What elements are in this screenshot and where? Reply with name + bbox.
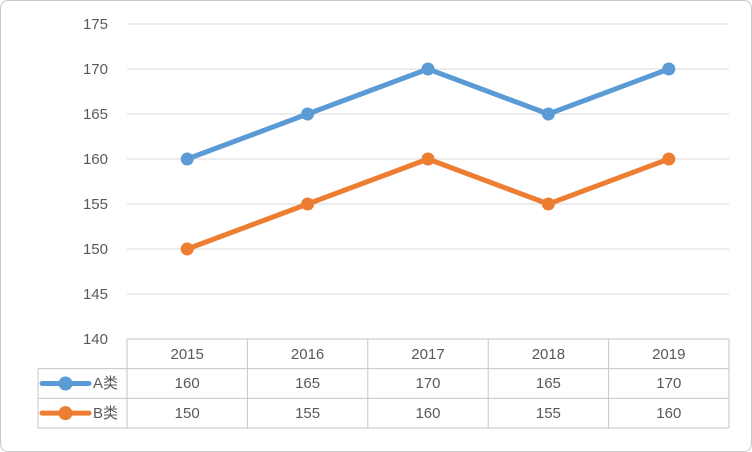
y-axis-tick-label: 175 <box>82 15 108 33</box>
legend-key-marker-B类 <box>58 406 73 421</box>
legend-series-name: B类 <box>93 404 119 422</box>
table-header-cell: 2018 <box>531 346 566 364</box>
table-header-cell: 2016 <box>290 346 325 364</box>
table-value-cell: 160 <box>174 375 200 392</box>
data-point-marker-B类 <box>180 242 194 256</box>
y-axis-tick-label: 140 <box>82 330 108 348</box>
y-axis-tick-label: 170 <box>82 60 108 78</box>
table-value-cell: 155 <box>295 404 321 422</box>
legend-key-marker-A类 <box>58 376 73 391</box>
data-point-marker-B类 <box>541 197 555 211</box>
table-value-cell: 160 <box>656 404 682 422</box>
table-value-cell: 155 <box>535 404 561 422</box>
table-header-cell: 2017 <box>411 346 445 364</box>
y-axis-tick-label: 150 <box>82 240 108 258</box>
data-point-marker-A类 <box>662 62 676 76</box>
table-value-cell: 150 <box>174 404 200 422</box>
data-point-marker-A类 <box>301 107 315 121</box>
legend-series-name: A类 <box>93 375 119 392</box>
data-point-marker-A类 <box>421 62 435 76</box>
table-value-cell: 160 <box>415 404 441 422</box>
table-header-cell: 2019 <box>652 346 686 364</box>
data-point-marker-A类 <box>541 107 555 121</box>
y-axis-tick-label: 145 <box>82 285 108 303</box>
y-axis-tick-label: 165 <box>82 105 108 123</box>
y-axis-tick-label: 160 <box>82 150 108 168</box>
table-value-cell: 170 <box>415 375 441 392</box>
data-point-marker-A类 <box>180 152 194 166</box>
table-value-cell: 170 <box>656 375 682 392</box>
table-value-cell: 165 <box>535 375 561 392</box>
data-point-marker-B类 <box>301 197 315 211</box>
table-value-cell: 165 <box>295 375 321 392</box>
data-point-marker-B类 <box>421 152 435 166</box>
data-point-marker-B类 <box>662 152 676 166</box>
table-header-cell: 2015 <box>170 346 204 364</box>
y-axis-tick-label: 155 <box>82 195 108 213</box>
